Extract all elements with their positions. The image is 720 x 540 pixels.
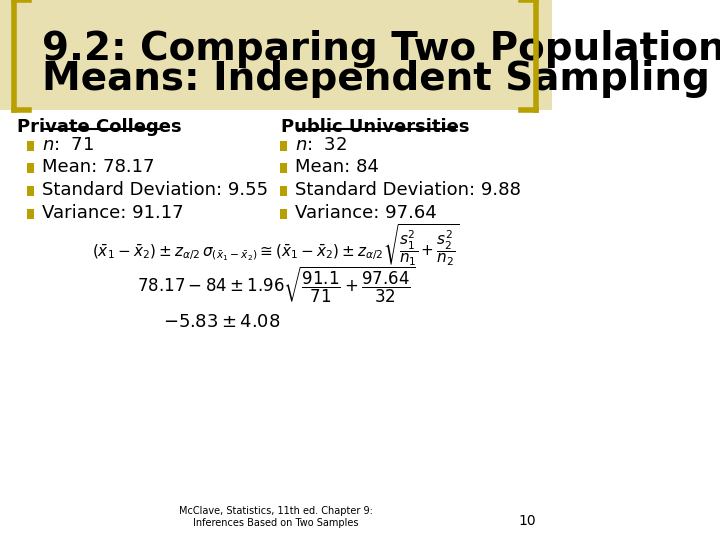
- Text: $78.17 - 84 \pm 1.96\sqrt{\dfrac{91.1}{71} + \dfrac{97.64}{32}}$: $78.17 - 84 \pm 1.96\sqrt{\dfrac{91.1}{7…: [137, 265, 415, 305]
- Bar: [27, 209, 35, 219]
- Text: $(\bar{x}_1 - \bar{x}_2) \pm z_{\alpha/2}\,\sigma_{(\bar{x}_1-\bar{x}_2)} \cong : $(\bar{x}_1 - \bar{x}_2) \pm z_{\alpha/2…: [92, 222, 459, 268]
- Bar: [279, 141, 287, 151]
- Text: Variance: 91.17: Variance: 91.17: [42, 204, 184, 222]
- Text: McClave, Statistics, 11th ed. Chapter 9:
Inferences Based on Two Samples: McClave, Statistics, 11th ed. Chapter 9:…: [179, 507, 373, 528]
- Text: Private Colleges: Private Colleges: [17, 118, 182, 136]
- Text: 10: 10: [519, 514, 536, 528]
- Bar: [27, 186, 35, 196]
- Text: 9.2: Comparing Two Population: 9.2: Comparing Two Population: [42, 30, 720, 68]
- Text: Mean: 84: Mean: 84: [295, 158, 379, 176]
- Text: $n$:  32: $n$: 32: [295, 136, 347, 154]
- Text: $n$:  71: $n$: 71: [42, 136, 94, 154]
- Text: Standard Deviation: 9.88: Standard Deviation: 9.88: [295, 181, 521, 199]
- Text: Means: Independent Sampling: Means: Independent Sampling: [42, 60, 710, 98]
- Text: $-5.83 \pm 4.08$: $-5.83 \pm 4.08$: [163, 313, 281, 331]
- Text: Mean: 78.17: Mean: 78.17: [42, 158, 155, 176]
- Bar: [27, 163, 35, 173]
- Text: Public Universities: Public Universities: [282, 118, 469, 136]
- Bar: [279, 209, 287, 219]
- Bar: [279, 186, 287, 196]
- Bar: [279, 163, 287, 173]
- Text: Variance: 97.64: Variance: 97.64: [295, 204, 437, 222]
- Text: Standard Deviation: 9.55: Standard Deviation: 9.55: [42, 181, 269, 199]
- Bar: [27, 141, 35, 151]
- FancyBboxPatch shape: [0, 0, 552, 110]
